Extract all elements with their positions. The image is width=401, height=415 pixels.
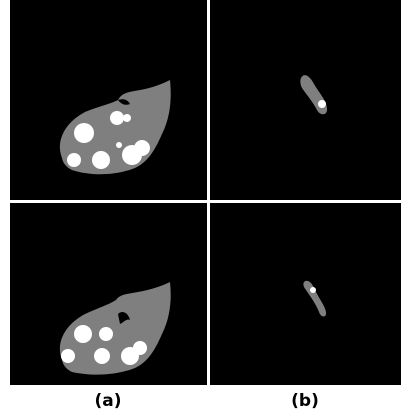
panel-label: (a) xyxy=(94,391,121,411)
panel-label: (b) xyxy=(291,391,319,411)
figure: (a) (b) xyxy=(0,0,401,415)
panel xyxy=(210,0,401,200)
panel xyxy=(210,203,401,385)
